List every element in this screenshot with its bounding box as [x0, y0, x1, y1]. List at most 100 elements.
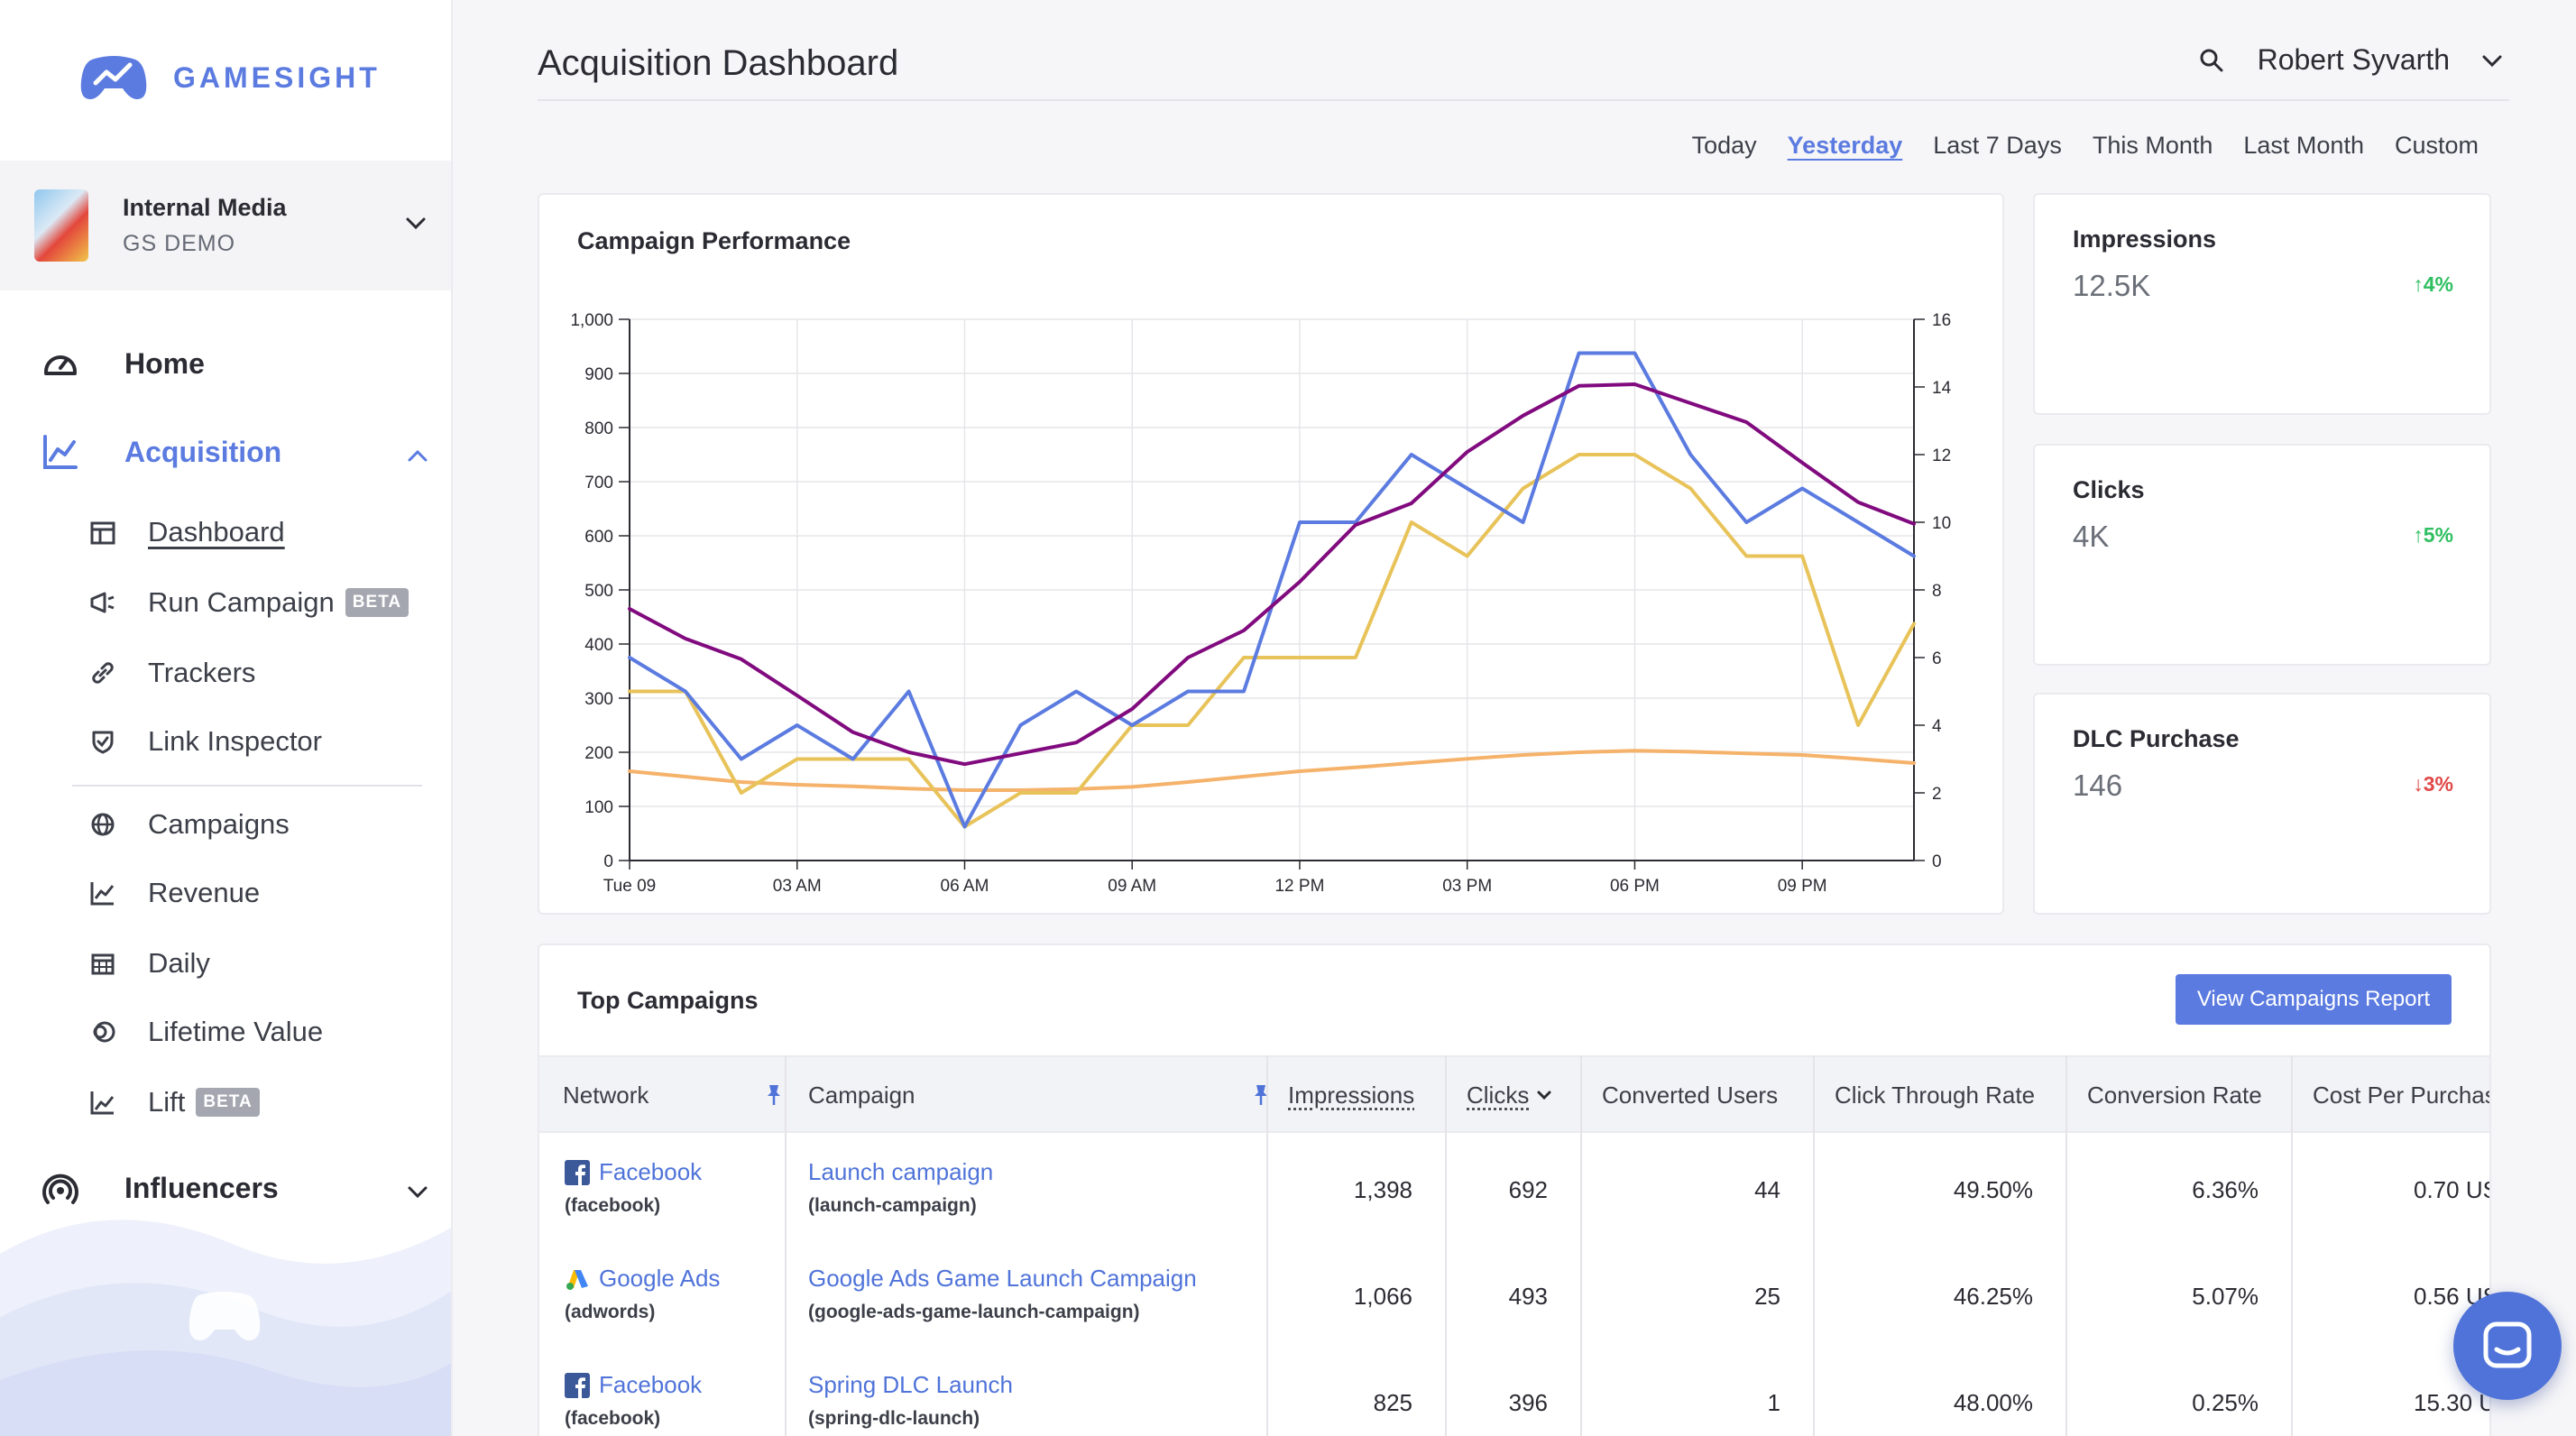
y-left-tick-label: 700: [584, 474, 613, 492]
range-tab-today[interactable]: Today: [1692, 132, 1757, 160]
arrow-down-icon: ↓: [2413, 772, 2424, 796]
nav-home[interactable]: Home: [41, 345, 205, 382]
table-row[interactable]: Google Ads (adwords) Google Ads Game Lau…: [539, 1265, 2491, 1371]
brand-logo[interactable]: GAMESIGHT: [79, 52, 381, 103]
range-tab-last-month[interactable]: Last Month: [2243, 132, 2364, 160]
megaphone-icon: [88, 588, 117, 617]
nav-acquisition[interactable]: Acquisition: [41, 433, 429, 471]
column-converted-users[interactable]: Converted Users: [1602, 1057, 1778, 1133]
campaign-name[interactable]: Spring DLC Launch: [808, 1371, 1013, 1399]
cell-click-through-rate: 46.25%: [1954, 1283, 2033, 1311]
nav-sub-lifetime-value-label: Lifetime Value: [148, 1016, 323, 1048]
cell-impressions: 1,398: [1354, 1176, 1412, 1204]
gamepad-logo-icon: [79, 52, 148, 103]
org-avatar: [34, 189, 88, 262]
cell-converted-users: 44: [1754, 1176, 1780, 1204]
chevron-up-icon: [406, 444, 429, 467]
x-tick-label: 03 PM: [1442, 877, 1492, 896]
beta-badge: BETA: [196, 1088, 259, 1117]
metric-delta-value: 4%: [2424, 272, 2453, 296]
campaign-name[interactable]: Launch campaign: [808, 1158, 993, 1186]
column-campaign[interactable]: Campaign: [808, 1057, 1271, 1133]
nav-sub-run-campaign[interactable]: Run Campaign BETA: [88, 586, 409, 619]
cell-clicks: 396: [1509, 1389, 1548, 1417]
nav-sub-campaigns[interactable]: Campaigns: [88, 808, 290, 841]
column-clicks-label: Clicks: [1467, 1082, 1529, 1109]
nav-sub-daily[interactable]: Daily: [88, 947, 210, 980]
user-menu[interactable]: Robert Syvarth: [2198, 43, 2504, 77]
trend-chart-icon: [41, 433, 79, 471]
cell-conversion-rate: 0.25%: [2192, 1389, 2259, 1417]
search-icon[interactable]: [2198, 47, 2225, 74]
network-code: (facebook): [565, 1195, 702, 1217]
cell-impressions: 1,066: [1354, 1283, 1412, 1311]
chevron-down-icon[interactable]: [2480, 49, 2504, 72]
cell-conversion-rate: 6.36%: [2192, 1176, 2259, 1204]
nav-sub-link-inspector[interactable]: Link Inspector: [88, 725, 322, 758]
metric-delta-value: 3%: [2424, 772, 2453, 796]
column-converted-users-label: Converted Users: [1602, 1082, 1778, 1109]
globe-icon: [88, 810, 117, 839]
y-right-tick-label: 12: [1932, 446, 1951, 465]
link-icon: [88, 658, 117, 687]
nav-sub-revenue[interactable]: Revenue: [88, 877, 260, 909]
shield-check-icon: [88, 727, 117, 756]
metric-card-clicks: Clicks 4K ↑5%: [2033, 444, 2491, 666]
cell-impressions: 825: [1374, 1389, 1412, 1417]
calendar-icon: [88, 949, 117, 978]
metric-delta: ↓3%: [2413, 772, 2453, 796]
column-cost-per-purchase[interactable]: Cost Per Purchas: [2313, 1057, 2491, 1133]
nav-sub-lift[interactable]: Lift BETA: [88, 1086, 260, 1118]
campaign-name[interactable]: Google Ads Game Launch Campaign: [808, 1265, 1197, 1293]
range-tab-custom[interactable]: Custom: [2395, 132, 2479, 160]
range-tab-yesterday[interactable]: Yesterday: [1788, 132, 1903, 160]
nav-sub-lift-label: Lift: [148, 1086, 185, 1118]
brand-name: GAMESIGHT: [173, 61, 381, 95]
facebook-icon: [565, 1373, 590, 1398]
series-line-1: [630, 384, 1914, 764]
column-clicks[interactable]: Clicks: [1467, 1057, 1552, 1133]
chat-icon: [2480, 1319, 2535, 1373]
network-cell: Facebook (facebook): [565, 1371, 702, 1430]
table-row[interactable]: Facebook (facebook) Launch campaign (lau…: [539, 1158, 2491, 1265]
y-left-tick-label: 300: [584, 690, 613, 709]
metric-card-dlc-purchase: DLC Purchase 146 ↓3%: [2033, 693, 2491, 915]
pin-icon[interactable]: [764, 1083, 784, 1107]
network-name[interactable]: Facebook: [599, 1371, 702, 1399]
x-tick-label: 09 PM: [1778, 877, 1827, 896]
column-impressions[interactable]: Impressions: [1288, 1057, 1414, 1133]
nav-sub-dashboard[interactable]: Dashboard: [88, 516, 285, 548]
cell-cost-per-purchase: 15.30 US: [2414, 1389, 2491, 1417]
view-campaigns-report-button[interactable]: View Campaigns Report: [2176, 974, 2452, 1025]
x-tick-label: 09 AM: [1108, 877, 1156, 896]
y-left-tick-label: 0: [603, 852, 613, 871]
column-click-through-rate-label: Click Through Rate: [1835, 1082, 2035, 1109]
campaign-cell: Launch campaign (launch-campaign): [808, 1158, 993, 1217]
range-tab-last-7-days[interactable]: Last 7 Days: [1933, 132, 2062, 160]
column-click-through-rate[interactable]: Click Through Rate: [1835, 1057, 2035, 1133]
metric-title: DLC Purchase: [2073, 725, 2240, 753]
arrow-up-icon: ↑: [2413, 272, 2424, 296]
nav-sub-lifetime-value[interactable]: Lifetime Value: [88, 1016, 323, 1048]
campaign-code: (google-ads-game-launch-campaign): [808, 1302, 1197, 1323]
y-right-tick-label: 8: [1932, 582, 1942, 601]
column-cost-per-purchase-label: Cost Per Purchas: [2313, 1082, 2491, 1109]
nav-sub-trackers-label: Trackers: [148, 657, 255, 689]
column-conversion-rate[interactable]: Conversion Rate: [2087, 1057, 2262, 1133]
metric-value: 12.5K: [2073, 269, 2150, 303]
network-name[interactable]: Google Ads: [599, 1265, 720, 1293]
network-name[interactable]: Facebook: [599, 1158, 702, 1186]
user-name[interactable]: Robert Syvarth: [2258, 43, 2450, 77]
range-tab-this-month[interactable]: This Month: [2093, 132, 2213, 160]
column-impressions-label: Impressions: [1288, 1082, 1414, 1109]
network-code: (facebook): [565, 1408, 702, 1430]
column-network[interactable]: Network: [563, 1057, 784, 1133]
network-cell: Facebook (facebook): [565, 1158, 702, 1217]
cell-converted-users: 25: [1754, 1283, 1780, 1311]
table-row[interactable]: Facebook (facebook) Spring DLC Launch (s…: [539, 1371, 2491, 1436]
nav-sub-trackers[interactable]: Trackers: [88, 657, 255, 689]
campaign-performance-chart: 0 100 200 300 400 500 600 700 800 900 1,000 0 2 4 6 8 10…: [539, 195, 2006, 916]
chat-launcher-button[interactable]: [2453, 1292, 2562, 1400]
campaign-code: (launch-campaign): [808, 1195, 993, 1217]
org-switcher[interactable]: Internal Media GS DEMO: [0, 161, 451, 290]
